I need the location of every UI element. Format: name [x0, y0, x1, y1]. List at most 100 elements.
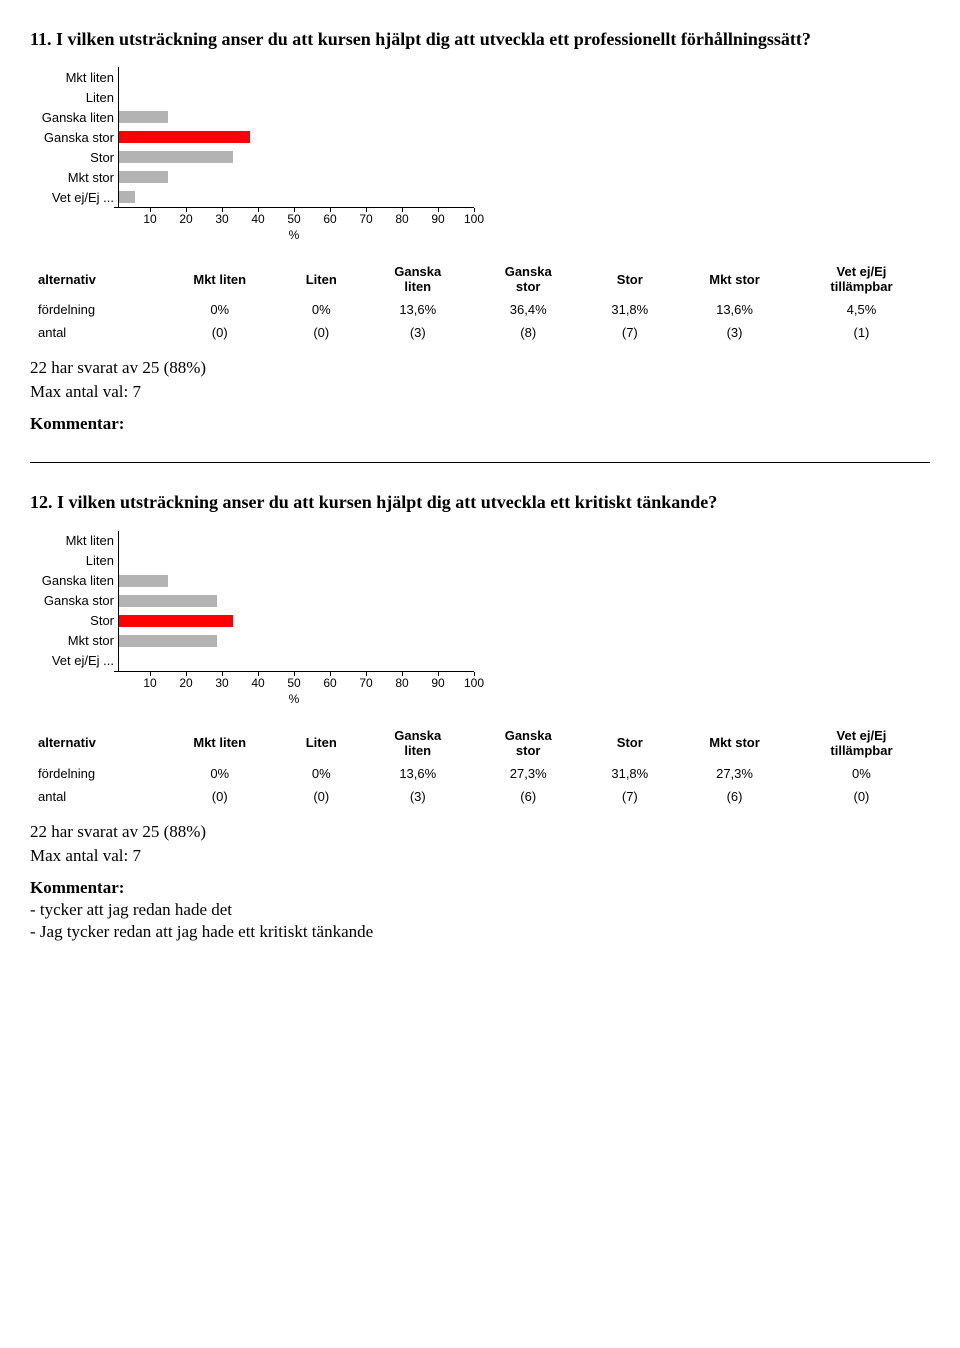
table-cell: 13,6%: [363, 298, 473, 321]
chart-plot-area: [118, 187, 479, 207]
table-column-header: Vet ej/Ej tillämpbar: [793, 724, 930, 762]
table-cell: 0%: [280, 298, 363, 321]
question-12-title: 12. I vilken utsträckning anser du att k…: [30, 491, 930, 514]
chart-bar: [119, 575, 168, 587]
chart-row: Vet ej/Ej ...: [30, 651, 490, 671]
chart-plot-area: [118, 551, 479, 571]
chart-q11: Mkt litenLitenGanska litenGanska storSto…: [30, 67, 490, 242]
q11-kommentar-heading: Kommentar:: [30, 414, 930, 434]
chart-category-label: Vet ej/Ej ...: [30, 190, 118, 205]
table-column-header: Ganska stor: [473, 260, 583, 298]
chart-tick-label: 10: [143, 212, 156, 226]
chart-plot-area: [118, 611, 479, 631]
table-column-header: Mkt liten: [159, 260, 280, 298]
table-cell: (0): [159, 321, 280, 344]
table-row-label: antal: [30, 785, 159, 808]
chart-tick-label: 30: [215, 212, 228, 226]
chart-x-axis: 102030405060708090100: [114, 671, 474, 690]
table-cell: (1): [793, 321, 930, 344]
chart-category-label: Stor: [30, 613, 118, 628]
table-column-header: Ganska liten: [363, 260, 473, 298]
table-cell: (7): [583, 785, 676, 808]
chart-plot-area: [118, 571, 479, 591]
chart-tick-label: 50: [287, 676, 300, 690]
chart-tick-label: 40: [251, 676, 264, 690]
chart-row: Liten: [30, 87, 490, 107]
table-cell: 0%: [159, 762, 280, 785]
chart-row: Mkt stor: [30, 631, 490, 651]
chart-tick-label: 30: [215, 676, 228, 690]
chart-bar: [119, 151, 233, 163]
table-row-label: antal: [30, 321, 159, 344]
chart-category-label: Mkt liten: [30, 70, 118, 85]
table-cell: 27,3%: [473, 762, 583, 785]
chart-tick-label: 60: [323, 212, 336, 226]
chart-row: Vet ej/Ej ...: [30, 187, 490, 207]
chart-tick-label: 70: [359, 676, 372, 690]
chart-plot-area: [118, 107, 479, 127]
table-column-header: Ganska liten: [363, 724, 473, 762]
chart-category-label: Ganska stor: [30, 593, 118, 608]
chart-category-label: Mkt liten: [30, 533, 118, 548]
chart-tick-label: 100: [464, 212, 484, 226]
table-row-label: alternativ: [30, 260, 159, 298]
table-cell: (3): [676, 321, 793, 344]
chart-bar: [119, 615, 233, 627]
table-column-header: Stor: [583, 260, 676, 298]
table-row-label: fördelning: [30, 298, 159, 321]
chart-row: Liten: [30, 551, 490, 571]
section-divider: [30, 462, 930, 463]
chart-tick-label: 40: [251, 212, 264, 226]
chart-bar: [119, 191, 135, 203]
table-q12: alternativMkt litenLitenGanska litenGans…: [30, 724, 930, 808]
table-cell: (6): [676, 785, 793, 808]
chart-q12: Mkt liten Liten Ganska liten Ganska stor Sto…: [30, 531, 490, 706]
table-cell: 0%: [280, 762, 363, 785]
table-cell: 4,5%: [793, 298, 930, 321]
table-row-label: alternativ: [30, 724, 159, 762]
table-cell: 31,8%: [583, 298, 676, 321]
q12-response-count: 22 har svarat av 25 (88%): [30, 822, 930, 842]
chart-plot-area: [118, 147, 479, 167]
chart-plot-area: [118, 531, 479, 551]
chart-tick-label: 20: [179, 212, 192, 226]
chart-unit-label: %: [114, 692, 474, 706]
table-cell: 36,4%: [473, 298, 583, 321]
chart-bar: [119, 635, 217, 647]
table-column-header: Mkt stor: [676, 724, 793, 762]
chart-row: Ganska stor: [30, 591, 490, 611]
chart-tick-label: 80: [395, 212, 408, 226]
chart-row: Mkt stor: [30, 167, 490, 187]
table-cell: 27,3%: [676, 762, 793, 785]
chart-category-label: Mkt stor: [30, 633, 118, 648]
table-cell: 13,6%: [363, 762, 473, 785]
table-cell: (0): [280, 785, 363, 808]
chart-tick-label: 80: [395, 676, 408, 690]
chart-unit-label: %: [114, 228, 474, 242]
table-column-header: Liten: [280, 724, 363, 762]
chart-tick-label: 10: [143, 676, 156, 690]
table-column-header: Vet ej/Ej tillämpbar: [793, 260, 930, 298]
table-cell: 0%: [159, 298, 280, 321]
chart-tick-label: 50: [287, 212, 300, 226]
chart-category-label: Ganska stor: [30, 130, 118, 145]
table-cell: (0): [793, 785, 930, 808]
chart-plot-area: [118, 651, 479, 671]
chart-x-axis: 102030405060708090100: [114, 207, 474, 226]
table-cell: 31,8%: [583, 762, 676, 785]
table-cell: (0): [159, 785, 280, 808]
chart-tick-label: 70: [359, 212, 372, 226]
chart-category-label: Ganska liten: [30, 573, 118, 588]
chart-bar: [119, 171, 168, 183]
table-cell: (8): [473, 321, 583, 344]
chart-row: Ganska liten: [30, 107, 490, 127]
table-cell: (3): [363, 785, 473, 808]
table-column-header: Ganska stor: [473, 724, 583, 762]
chart-bar: [119, 111, 168, 123]
table-column-header: Mkt stor: [676, 260, 793, 298]
chart-plot-area: [118, 67, 479, 87]
table-cell: (3): [363, 321, 473, 344]
q11-response-count: 22 har svarat av 25 (88%): [30, 358, 930, 378]
question-11-title: 11. I vilken utsträckning anser du att k…: [30, 28, 930, 51]
chart-row: Mkt liten: [30, 67, 490, 87]
